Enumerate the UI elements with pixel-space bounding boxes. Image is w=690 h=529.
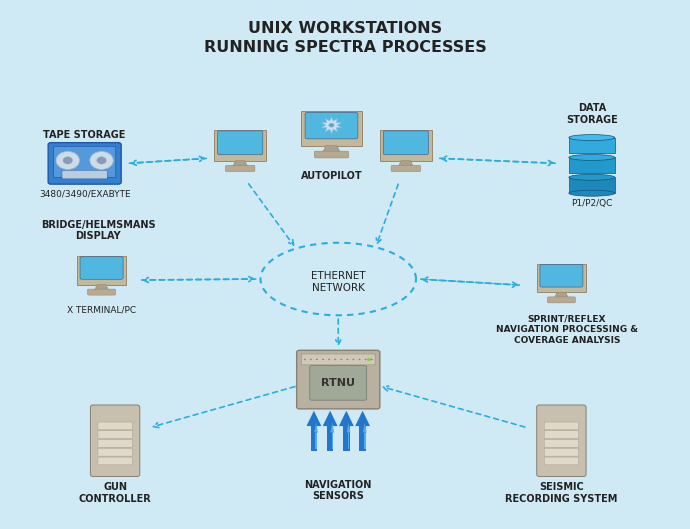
Text: AUTOPILOT: AUTOPILOT xyxy=(301,171,362,181)
FancyBboxPatch shape xyxy=(544,457,578,465)
Circle shape xyxy=(340,359,342,360)
Polygon shape xyxy=(554,293,569,298)
Polygon shape xyxy=(77,256,126,285)
FancyBboxPatch shape xyxy=(544,440,578,448)
Polygon shape xyxy=(322,117,342,133)
Bar xyxy=(569,158,615,174)
FancyBboxPatch shape xyxy=(48,143,121,184)
Text: 3480/3490/EXABYTE: 3480/3490/EXABYTE xyxy=(39,189,130,198)
Polygon shape xyxy=(346,423,351,433)
FancyBboxPatch shape xyxy=(54,147,116,178)
FancyBboxPatch shape xyxy=(88,289,116,295)
FancyBboxPatch shape xyxy=(62,170,108,179)
FancyBboxPatch shape xyxy=(327,426,333,451)
Polygon shape xyxy=(537,264,586,293)
FancyBboxPatch shape xyxy=(297,350,380,409)
Polygon shape xyxy=(339,411,354,426)
Circle shape xyxy=(334,359,336,360)
FancyBboxPatch shape xyxy=(547,297,575,303)
FancyBboxPatch shape xyxy=(305,112,358,139)
Circle shape xyxy=(371,359,373,360)
Circle shape xyxy=(346,359,348,360)
Ellipse shape xyxy=(569,154,615,160)
FancyBboxPatch shape xyxy=(310,426,317,451)
Text: GUN
CONTROLLER: GUN CONTROLLER xyxy=(79,482,152,504)
Circle shape xyxy=(56,151,79,169)
Circle shape xyxy=(63,157,72,164)
Ellipse shape xyxy=(569,134,615,141)
Text: RTNU: RTNU xyxy=(322,378,355,388)
Text: P1/P2/QC: P1/P2/QC xyxy=(571,199,613,208)
FancyBboxPatch shape xyxy=(90,405,140,477)
Circle shape xyxy=(364,359,366,360)
Polygon shape xyxy=(398,161,413,167)
Text: X TERMINAL/PC: X TERMINAL/PC xyxy=(67,306,136,315)
Circle shape xyxy=(329,123,334,127)
Bar xyxy=(569,177,615,193)
FancyBboxPatch shape xyxy=(98,440,132,448)
Circle shape xyxy=(328,359,330,360)
FancyBboxPatch shape xyxy=(364,433,366,449)
Polygon shape xyxy=(323,411,337,426)
FancyBboxPatch shape xyxy=(98,449,132,456)
Ellipse shape xyxy=(569,175,615,180)
FancyBboxPatch shape xyxy=(315,151,348,158)
Circle shape xyxy=(322,359,324,360)
Text: DATA
STORAGE: DATA STORAGE xyxy=(566,104,618,125)
Polygon shape xyxy=(323,145,340,152)
Polygon shape xyxy=(314,423,318,433)
Text: BRIDGE/HELMSMANS
DISPLAY: BRIDGE/HELMSMANS DISPLAY xyxy=(41,220,155,241)
Polygon shape xyxy=(380,130,431,161)
FancyBboxPatch shape xyxy=(315,433,317,449)
FancyBboxPatch shape xyxy=(98,422,132,430)
Circle shape xyxy=(97,157,106,164)
FancyBboxPatch shape xyxy=(343,426,350,451)
Circle shape xyxy=(90,151,113,169)
Circle shape xyxy=(359,359,361,360)
FancyBboxPatch shape xyxy=(80,257,123,279)
Ellipse shape xyxy=(569,190,615,196)
Circle shape xyxy=(353,359,355,360)
FancyBboxPatch shape xyxy=(226,166,255,171)
FancyBboxPatch shape xyxy=(391,166,421,171)
Polygon shape xyxy=(301,111,362,145)
FancyBboxPatch shape xyxy=(310,366,366,400)
Text: ETHERNET
NETWORK: ETHERNET NETWORK xyxy=(311,271,366,293)
Circle shape xyxy=(367,358,371,361)
FancyBboxPatch shape xyxy=(98,457,132,465)
FancyBboxPatch shape xyxy=(348,433,349,449)
Polygon shape xyxy=(355,411,370,426)
FancyBboxPatch shape xyxy=(217,131,263,154)
FancyBboxPatch shape xyxy=(359,426,366,451)
FancyBboxPatch shape xyxy=(544,449,578,456)
FancyBboxPatch shape xyxy=(544,422,578,430)
Polygon shape xyxy=(331,423,334,433)
Polygon shape xyxy=(363,423,366,433)
Text: SPRINT/REFLEX
NAVIGATION PROCESSING &
COVERAGE ANALYSIS: SPRINT/REFLEX NAVIGATION PROCESSING & CO… xyxy=(496,315,638,344)
Text: TAPE STORAGE: TAPE STORAGE xyxy=(43,130,126,140)
Text: NAVIGATION
SENSORS: NAVIGATION SENSORS xyxy=(304,480,372,501)
Polygon shape xyxy=(95,285,108,290)
FancyBboxPatch shape xyxy=(98,431,132,439)
Text: SEISMIC
RECORDING SYSTEM: SEISMIC RECORDING SYSTEM xyxy=(505,482,618,504)
Polygon shape xyxy=(306,411,322,426)
Circle shape xyxy=(310,359,312,360)
FancyBboxPatch shape xyxy=(544,431,578,439)
FancyBboxPatch shape xyxy=(331,433,333,449)
Bar xyxy=(569,138,615,153)
Polygon shape xyxy=(215,130,266,161)
Polygon shape xyxy=(233,161,248,167)
FancyBboxPatch shape xyxy=(540,264,583,287)
FancyBboxPatch shape xyxy=(383,131,428,154)
Circle shape xyxy=(304,359,306,360)
FancyBboxPatch shape xyxy=(302,354,375,365)
FancyBboxPatch shape xyxy=(537,405,586,477)
Circle shape xyxy=(316,359,318,360)
Text: UNIX WORKSTATIONS
RUNNING SPECTRA PROCESSES: UNIX WORKSTATIONS RUNNING SPECTRA PROCES… xyxy=(204,21,486,55)
